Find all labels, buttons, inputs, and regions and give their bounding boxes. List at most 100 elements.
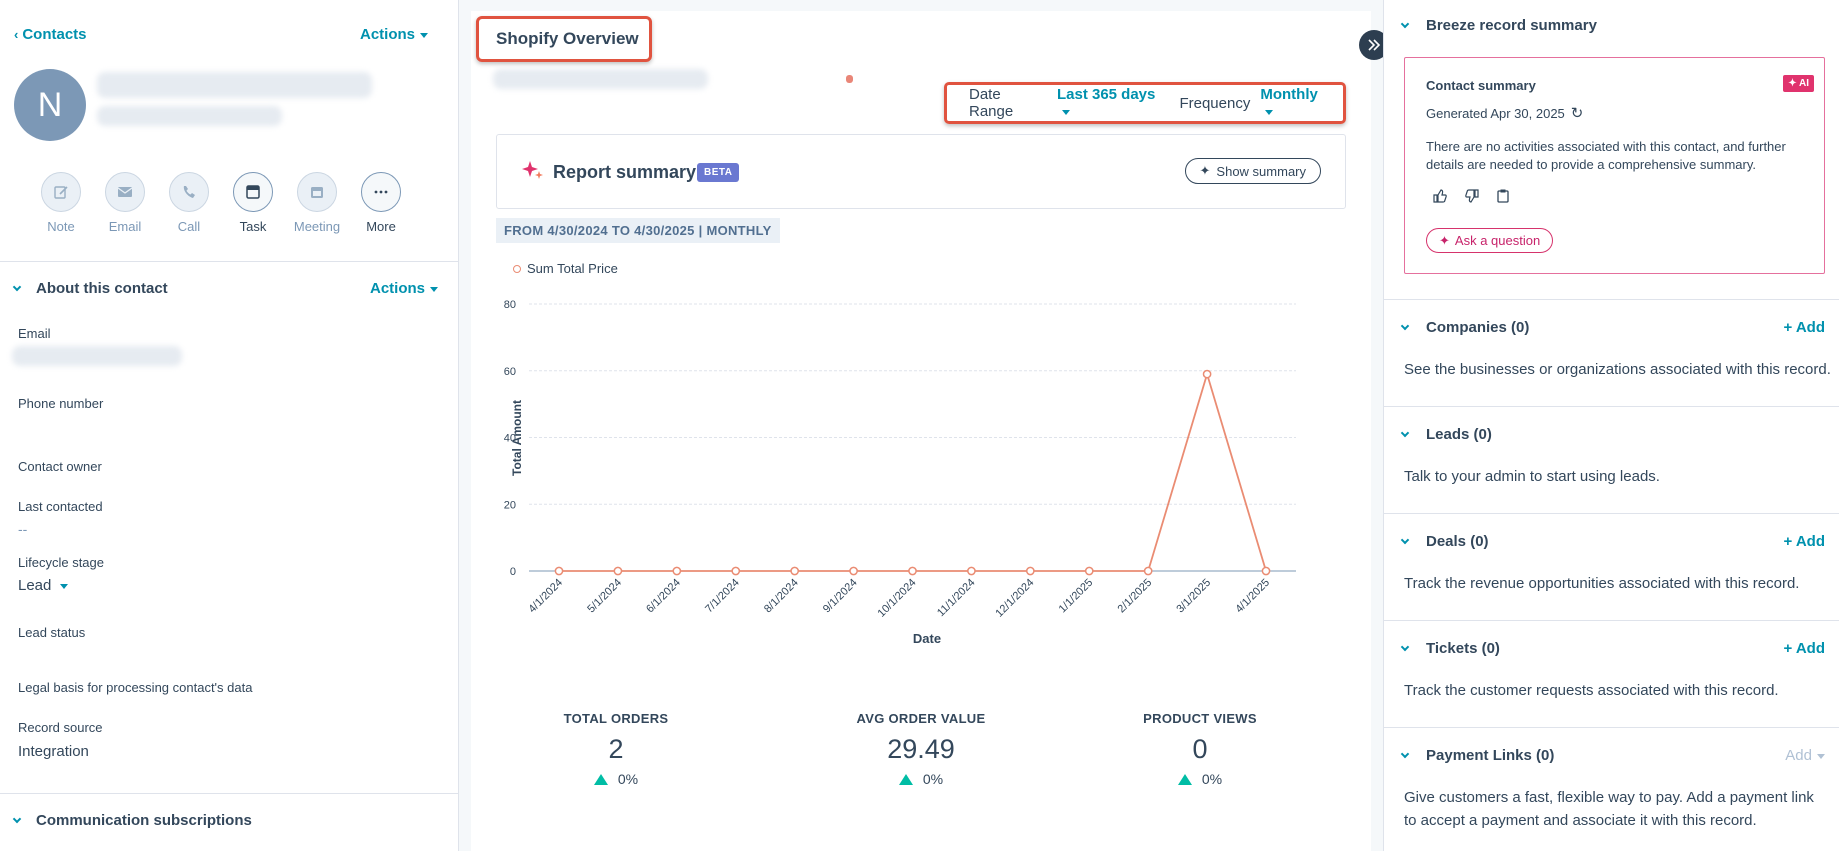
refresh-icon[interactable]: ↻: [1570, 105, 1584, 122]
breeze-section-toggle[interactable]: Breeze record summary: [1400, 17, 1597, 34]
sparkle-icon: [521, 159, 545, 188]
caret-down-icon: [1817, 753, 1825, 759]
calendar-icon: [297, 172, 337, 212]
report-filters: Date Range Last 365 days Frequency Month…: [944, 82, 1346, 124]
email-label: Email: [18, 326, 51, 341]
contact-actions-dropdown[interactable]: Actions: [360, 26, 428, 43]
chevron-down-icon: [1400, 642, 1410, 651]
x-tick-label: 10/1/2024: [876, 577, 919, 620]
task-action[interactable]: Task: [232, 172, 274, 234]
x-tick-label: 3/1/2025: [1174, 577, 1213, 616]
record-source-value: Integration: [18, 743, 89, 760]
x-tick-label: 2/1/2025: [1116, 577, 1155, 616]
data-point: [1025, 566, 1035, 576]
double-chevron-right-icon: [1368, 39, 1381, 51]
show-summary-button[interactable]: ✦ Show summary: [1184, 158, 1321, 184]
feedback-actions: [1433, 189, 1509, 203]
data-point: [1143, 566, 1153, 576]
data-point: [731, 566, 741, 576]
leads-section-toggle[interactable]: Leads (0): [1400, 426, 1492, 443]
tickets-section-toggle[interactable]: Tickets (0): [1400, 640, 1500, 657]
frequency-label: Frequency: [1179, 94, 1251, 112]
redacted-email-value[interactable]: [12, 346, 182, 366]
x-tick-label: 6/1/2024: [644, 577, 683, 616]
data-point: [1202, 369, 1212, 379]
communication-section-toggle[interactable]: Communication subscriptions: [12, 812, 252, 829]
meeting-action[interactable]: Meeting: [294, 172, 340, 234]
about-actions-dropdown[interactable]: Actions: [370, 280, 438, 297]
lifecycle-dropdown[interactable]: Lead: [18, 577, 69, 594]
kpi-product-views: PRODUCT VIEWS 0 0%: [1143, 711, 1257, 787]
x-tick-label: 1/1/2025: [1057, 577, 1096, 616]
phone-label: Phone number: [18, 396, 104, 411]
divider: [1384, 620, 1839, 621]
redacted-contact-detail: [97, 106, 282, 126]
x-tick-label: 5/1/2024: [585, 577, 624, 616]
chevron-down-icon: [1400, 535, 1410, 544]
add-deal-button[interactable]: + Add: [1783, 533, 1825, 550]
note-action[interactable]: Note: [40, 172, 82, 234]
kpi-total-orders: TOTAL ORDERS 2 0%: [563, 711, 669, 787]
leads-description: Talk to your admin to start using leads.: [1404, 468, 1660, 485]
data-point: [967, 566, 976, 576]
legend-label: Sum Total Price: [527, 261, 618, 276]
x-tick-label: 11/1/2024: [935, 577, 978, 620]
payment-links-section-toggle[interactable]: Payment Links (0): [1400, 747, 1554, 764]
chart-legend[interactable]: Sum Total Price: [513, 261, 618, 276]
email-action[interactable]: Email: [104, 172, 146, 234]
y-tick-label: 0: [510, 566, 516, 578]
about-section-toggle[interactable]: About this contact: [12, 280, 168, 297]
phone-icon: [169, 172, 209, 212]
deals-section-toggle[interactable]: Deals (0): [1400, 533, 1489, 550]
last-contacted-label: Last contacted: [18, 499, 103, 514]
kpi-avg-order-value: AVG ORDER VALUE 29.49 0%: [856, 711, 986, 787]
deals-description: Track the revenue opportunities associat…: [1404, 575, 1800, 592]
date-range-summary: FROM 4/30/2024 TO 4/30/2025 | MONTHLY: [496, 218, 780, 243]
caret-down-icon: [430, 286, 438, 292]
divider: [1384, 406, 1839, 407]
chevron-down-icon: [1400, 749, 1410, 758]
y-tick-label: 20: [504, 499, 516, 511]
x-tick-label: 4/1/2024: [526, 577, 565, 616]
series-line: [559, 370, 1267, 572]
frequency-dropdown[interactable]: Monthly: [1260, 86, 1329, 120]
legend-marker: [513, 264, 521, 273]
caret-down-icon: [1061, 109, 1070, 115]
more-action[interactable]: More: [360, 172, 402, 234]
divider: [1384, 299, 1839, 300]
legal-basis-label: Legal basis for processing contact's dat…: [18, 680, 253, 695]
clipboard-icon[interactable]: [1497, 189, 1509, 203]
contact-summary-title: Contact summary: [1426, 78, 1536, 93]
divider: [1384, 513, 1839, 514]
x-tick-label: 9/1/2024: [821, 577, 860, 616]
add-payment-link-dropdown[interactable]: Add: [1785, 747, 1825, 764]
back-to-contacts-link[interactable]: ‹ Contacts: [14, 26, 87, 43]
avatar[interactable]: N: [14, 69, 86, 141]
quick-actions-bar: Note Email Call Task Meeting: [40, 172, 402, 234]
add-ticket-button[interactable]: + Add: [1783, 640, 1825, 657]
y-tick-label: 40: [504, 433, 516, 445]
thumbs-down-icon[interactable]: [1465, 189, 1479, 203]
thumbs-up-icon[interactable]: [1433, 189, 1447, 203]
page-title: Shopify Overview: [476, 16, 652, 62]
call-action[interactable]: Call: [168, 172, 210, 234]
caret-down-icon: [420, 32, 428, 38]
trend-up-icon: [1177, 773, 1192, 785]
x-tick-label: 8/1/2024: [762, 577, 801, 616]
right-sidebar: Breeze record summary Contact summary ✦ …: [1383, 0, 1839, 851]
companies-section-toggle[interactable]: Companies (0): [1400, 319, 1529, 336]
date-range-dropdown[interactable]: Last 365 days: [1057, 86, 1166, 120]
chevron-left-icon: ‹: [14, 27, 19, 42]
x-tick-label: 12/1/2024: [993, 577, 1036, 620]
contact-summary-card: Contact summary ✦ AI Generated Apr 30, 2…: [1404, 57, 1825, 274]
ask-question-button[interactable]: ✦ Ask a question: [1426, 228, 1554, 253]
envelope-icon: [105, 172, 145, 212]
sparkle-icon: ✦: [1439, 232, 1450, 248]
ellipsis-icon: [361, 172, 401, 212]
report-summary-card: Report summary BETA ✦ Show summary: [496, 134, 1346, 209]
add-company-button[interactable]: + Add: [1783, 319, 1825, 336]
caret-down-icon: [60, 583, 69, 589]
redacted-subtitle: [493, 69, 708, 89]
divider: [0, 261, 458, 262]
ai-badge: ✦ AI: [1783, 75, 1814, 92]
